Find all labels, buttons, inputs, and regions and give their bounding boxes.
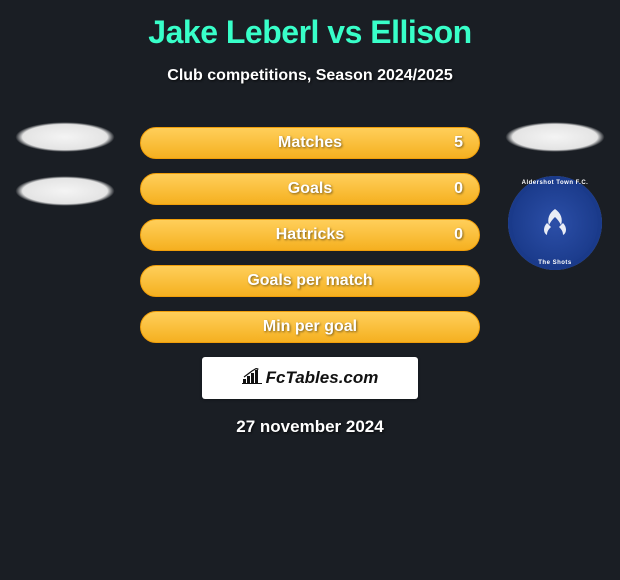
left-logo-2-placeholder	[15, 176, 115, 206]
stat-row-matches: Matches 5	[140, 127, 480, 159]
left-logos-column	[10, 122, 120, 230]
badge-motto: The Shots	[538, 260, 572, 266]
right-logos-column: Aldershot Town F.C. The Shots	[500, 122, 610, 270]
date-text: 27 november 2024	[0, 417, 620, 437]
stat-label: Hattricks	[276, 226, 344, 244]
right-logo-placeholder	[505, 122, 605, 152]
watermark-label: FcTables.com	[242, 368, 379, 389]
stat-label: Matches	[278, 134, 342, 152]
stat-row-goals: Goals 0	[140, 173, 480, 205]
stat-right-value: 0	[454, 226, 463, 244]
stats-container: Matches 5 Goals 0 Hattricks 0 Goals per …	[140, 127, 480, 343]
stat-right-value: 0	[454, 180, 463, 198]
stat-row-goals-per-match: Goals per match	[140, 265, 480, 297]
left-logo-1-placeholder	[15, 122, 115, 152]
watermark-text: FcTables.com	[266, 368, 379, 388]
stat-row-hattricks: Hattricks 0	[140, 219, 480, 251]
stat-label: Goals per match	[247, 272, 372, 290]
watermark-box: FcTables.com	[202, 357, 418, 399]
stat-label: Goals	[288, 180, 332, 198]
aldershot-town-badge: Aldershot Town F.C. The Shots	[508, 176, 602, 270]
badge-club-name: Aldershot Town F.C.	[522, 180, 589, 186]
stat-row-min-per-goal: Min per goal	[140, 311, 480, 343]
stat-label: Min per goal	[263, 318, 357, 336]
subtitle: Club competitions, Season 2024/2025	[0, 67, 620, 85]
bar-chart-icon	[242, 368, 262, 389]
page-title: Jake Leberl vs Ellison	[0, 0, 620, 51]
stat-right-value: 5	[454, 134, 463, 152]
